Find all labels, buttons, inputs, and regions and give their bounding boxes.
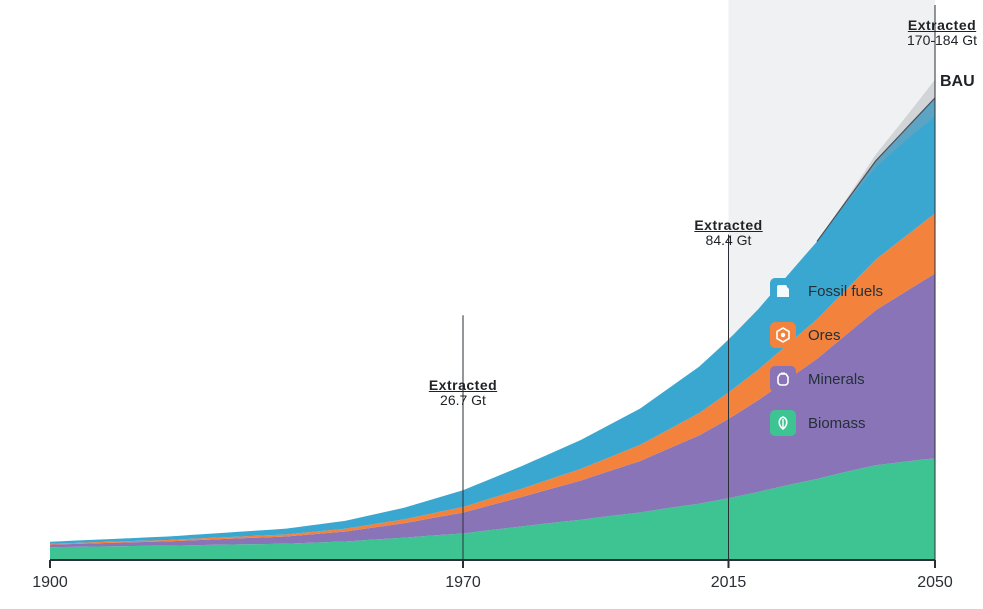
legend-item-minerals: Minerals <box>770 366 883 392</box>
xaxis-tick-2050: 2050 <box>910 574 960 592</box>
legend-label-biomass: Biomass <box>808 415 866 432</box>
xaxis-tick-1970: 1970 <box>438 574 488 592</box>
xaxis-tick-1900: 1900 <box>25 574 75 592</box>
callout-2015-value: 84.4 Gt <box>669 233 789 248</box>
minerals-icon <box>770 366 796 392</box>
callout-1970-title: Extracted <box>403 378 523 393</box>
callout-2015-title: Extracted <box>669 218 789 233</box>
callout-1970-value: 26.7 Gt <box>403 393 523 408</box>
ores-icon <box>770 322 796 348</box>
bau-label: BAU <box>940 73 975 91</box>
callout-2050: Extracted 170-184 Gt <box>907 18 977 49</box>
callout-1970: Extracted 26.7 Gt <box>403 378 523 409</box>
callout-2015: Extracted 84.4 Gt <box>669 218 789 249</box>
legend-item-ores: Ores <box>770 322 883 348</box>
callout-2050-value: 170-184 Gt <box>907 33 977 48</box>
legend: Fossil fuels Ores Minerals Biomass <box>770 278 883 454</box>
fossil-icon <box>770 278 796 304</box>
legend-label-ores: Ores <box>808 327 841 344</box>
extraction-area-chart: Extracted 26.7 Gt Extracted 84.4 Gt Extr… <box>0 0 983 609</box>
legend-item-biomass: Biomass <box>770 410 883 436</box>
biomass-icon <box>770 410 796 436</box>
legend-item-fossil: Fossil fuels <box>770 278 883 304</box>
xaxis-tick-2015: 2015 <box>704 574 754 592</box>
callout-2050-title: Extracted <box>907 18 977 33</box>
legend-label-fossil: Fossil fuels <box>808 283 883 300</box>
legend-label-minerals: Minerals <box>808 371 865 388</box>
